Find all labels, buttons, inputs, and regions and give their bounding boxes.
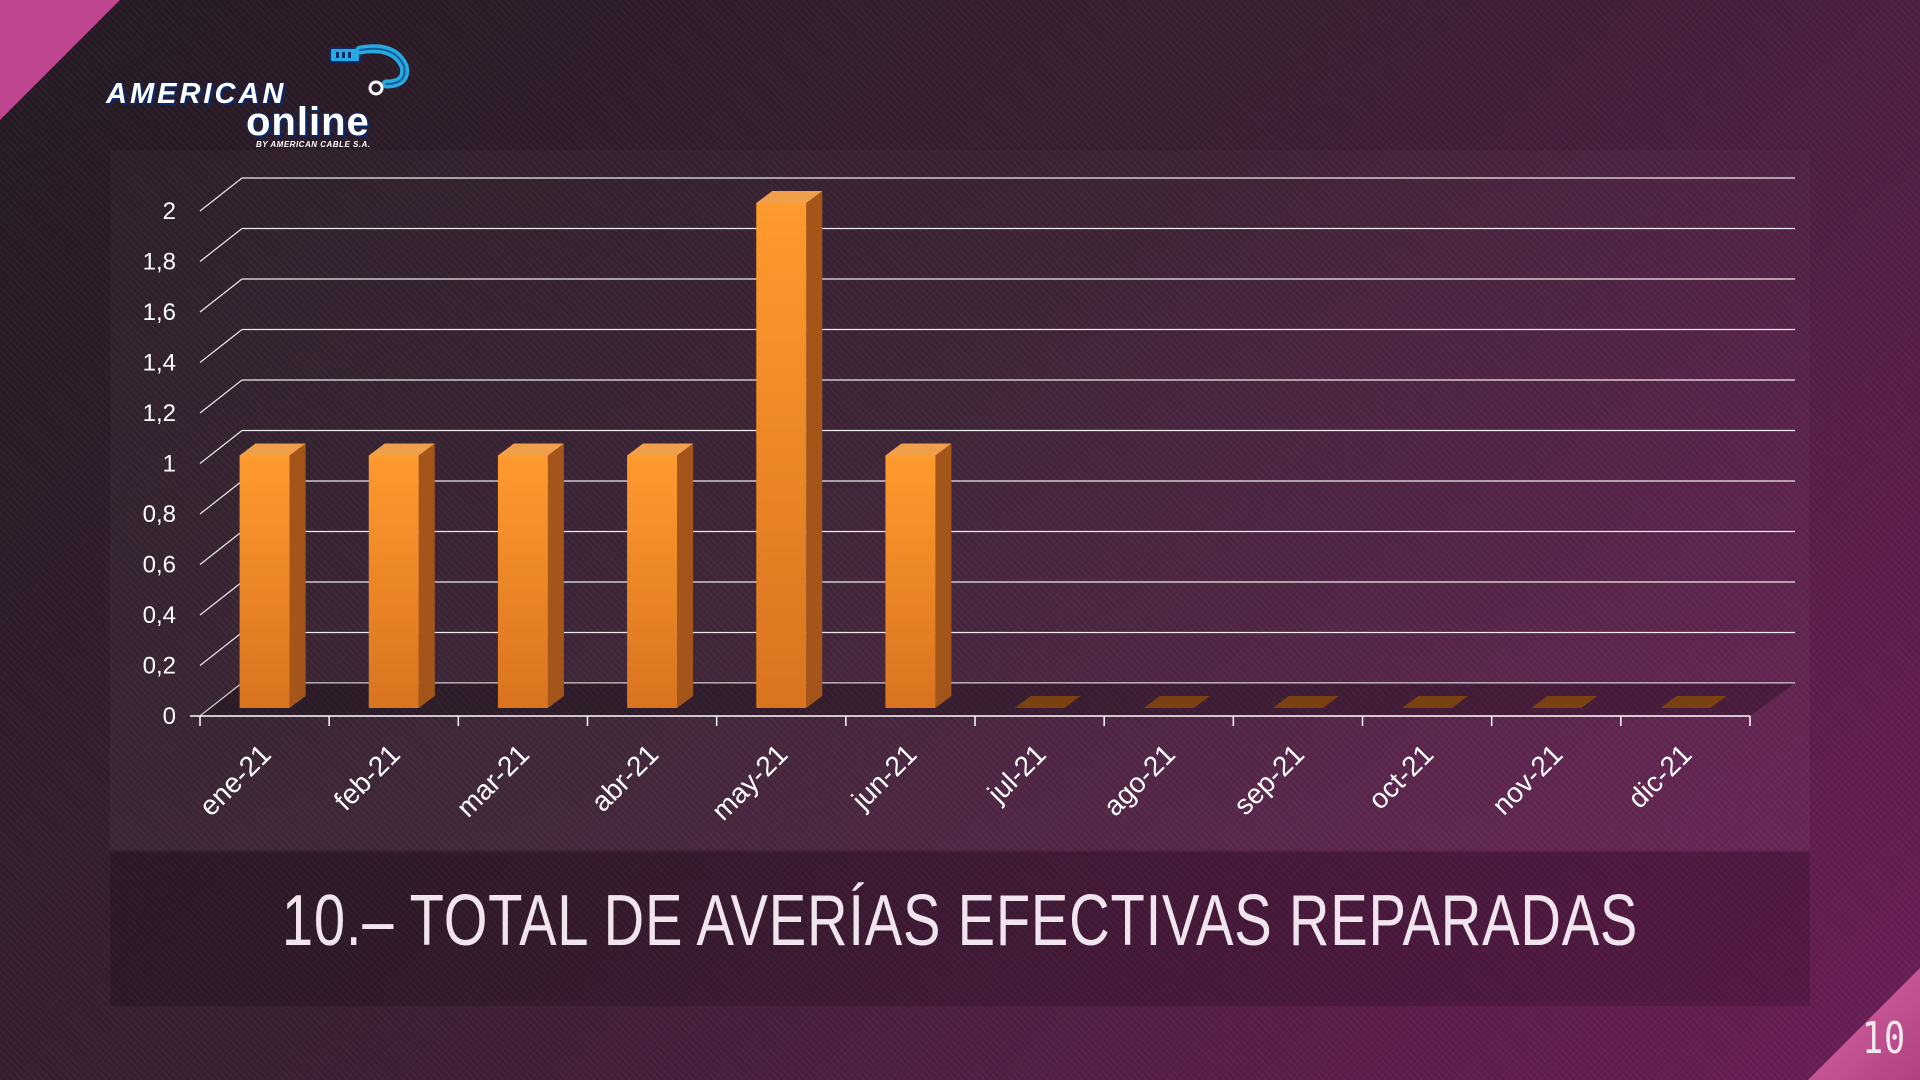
american-online-logo: AMERICAN online BY AMERICAN CABLE S.A. (100, 44, 420, 154)
bar-ago-21 (1143, 696, 1210, 708)
x-tick-label: dic-21 (1622, 738, 1698, 814)
x-tick-label: may-21 (706, 738, 794, 826)
gridline-diagonal (199, 228, 243, 262)
gridline-diagonal (199, 379, 243, 414)
gridline-diagonal (199, 581, 243, 616)
bar-ene-21 (239, 443, 306, 708)
y-tick-label: 1 (163, 451, 176, 478)
x-tick-label: ene-21 (193, 738, 277, 822)
x-tick-label: jun-21 (845, 738, 923, 816)
gridline-diagonal (199, 531, 243, 565)
bar-dic-21 (1660, 696, 1727, 708)
y-tick-label: 0,8 (143, 501, 176, 528)
gridline-diagonal (199, 329, 243, 363)
y-tick-label: 1,8 (143, 249, 176, 276)
y-tick-label: 1,4 (143, 350, 176, 377)
slide-title: 10.– TOTAL DE AVERÍAS EFECTIVAS REPARADA… (281, 881, 1639, 961)
bar-nov-21 (1531, 696, 1598, 708)
y-tick-label: 0,2 (143, 653, 176, 680)
bar-oct-21 (1402, 696, 1469, 708)
x-tick-label: jul-21 (981, 738, 1052, 809)
logo-word-online: online (246, 100, 370, 144)
bar-sep-21 (1272, 696, 1339, 708)
x-tick-label: sep-21 (1228, 738, 1310, 820)
gridline-diagonal (199, 278, 243, 313)
gridline-diagonal (199, 480, 243, 515)
gridline-diagonal (199, 430, 243, 464)
chart-floor (200, 683, 1795, 716)
x-tick-label: feb-21 (328, 738, 406, 816)
y-tick-label: 1,6 (143, 299, 176, 326)
bar-mar-21 (497, 443, 564, 708)
x-tick-label: abr-21 (585, 738, 664, 817)
y-tick-label: 0,6 (143, 552, 176, 579)
y-tick-label: 2 (163, 198, 176, 225)
x-tick-label: nov-21 (1486, 738, 1568, 820)
gridline-diagonal (199, 632, 243, 666)
bar-may-21 (756, 191, 823, 708)
logo-word-american: AMERICAN (106, 78, 287, 110)
ethernet-cable-icon (329, 44, 410, 96)
gridline-diagonal (199, 177, 243, 212)
gridline-diagonal (199, 682, 243, 717)
title-band (110, 852, 1810, 1006)
page-number: 10 (1862, 1013, 1906, 1064)
bar-abr-21 (627, 443, 694, 708)
bar-jun-21 (885, 443, 952, 708)
y-tick-label: 0 (163, 703, 176, 730)
y-tick-label: 0,4 (143, 602, 176, 629)
x-tick-label: ago-21 (1097, 738, 1181, 822)
bar-feb-21 (368, 443, 435, 708)
y-tick-label: 1,2 (143, 400, 176, 427)
bar-jul-21 (1014, 696, 1081, 708)
x-tick-label: mar-21 (451, 738, 536, 823)
logo-tagline: BY AMERICAN CABLE S.A. (256, 140, 371, 149)
x-tick-label: oct-21 (1362, 738, 1439, 815)
